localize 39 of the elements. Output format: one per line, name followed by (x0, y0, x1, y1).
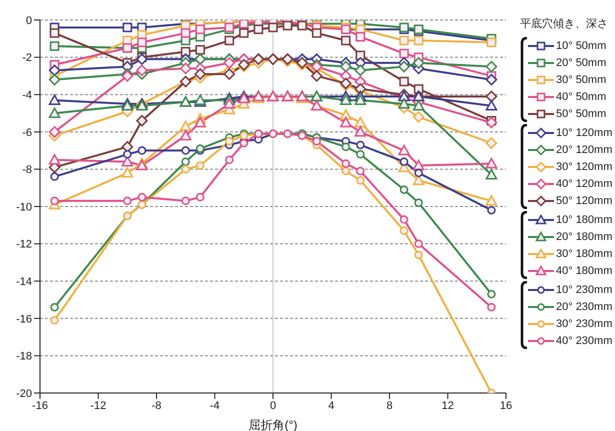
x-tick-label: 4 (328, 400, 334, 412)
y-tick-label: -6 (22, 126, 32, 139)
legend-label: 10° 50mm (556, 40, 606, 52)
x-tick-label: -16 (32, 400, 48, 412)
legend-label: 20° 180mm (556, 230, 612, 242)
legend-label: 40° 230mm (556, 334, 612, 346)
legend-label: 20° 50mm (556, 56, 606, 68)
y-tick-label: -14 (16, 276, 32, 288)
legend-label: 10° 120mm (556, 126, 612, 138)
x-tick-label: -4 (210, 400, 220, 412)
x-tick-label: -12 (90, 400, 106, 412)
y-tick-label: -12 (16, 238, 32, 251)
legend-label: 40° 180mm (556, 264, 612, 276)
y-tick-label: -18 (16, 350, 32, 363)
x-tick-label: 16 (500, 400, 512, 412)
y-tick-label: 0 (26, 14, 32, 27)
legend-label: 30° 120mm (556, 160, 612, 172)
x-tick-label: 8 (386, 400, 393, 412)
legend-label: 30° 50mm (556, 74, 606, 86)
y-tick-label: -10 (16, 201, 32, 214)
legend-label: 50° 120mm (556, 194, 612, 206)
legend-label: 10° 230mm (556, 284, 612, 296)
legend-label: 10° 180mm (556, 214, 612, 226)
legend-label: 50° 50mm (556, 108, 606, 120)
legend-label: 20° 120mm (556, 144, 612, 156)
legend-title: 平底穴傾き、深さ (520, 16, 609, 31)
y-tick-label: -20 (16, 388, 32, 400)
y-tick-label: -8 (22, 164, 32, 176)
legend-label: 30° 230mm (556, 318, 612, 330)
x-tick-label: -8 (152, 400, 162, 412)
x-tick-label: 12 (442, 400, 454, 412)
y-tick-label: -16 (16, 313, 32, 326)
y-tick-label: -2 (22, 52, 32, 64)
legend-label: 40° 120mm (556, 178, 612, 190)
legend-label: 30° 180mm (556, 248, 612, 260)
legend-label: 20° 230mm (556, 300, 612, 312)
y-tick-label: -4 (22, 90, 32, 102)
legend-label: 40° 50mm (556, 90, 606, 102)
x-tick-label: 0 (270, 400, 276, 412)
